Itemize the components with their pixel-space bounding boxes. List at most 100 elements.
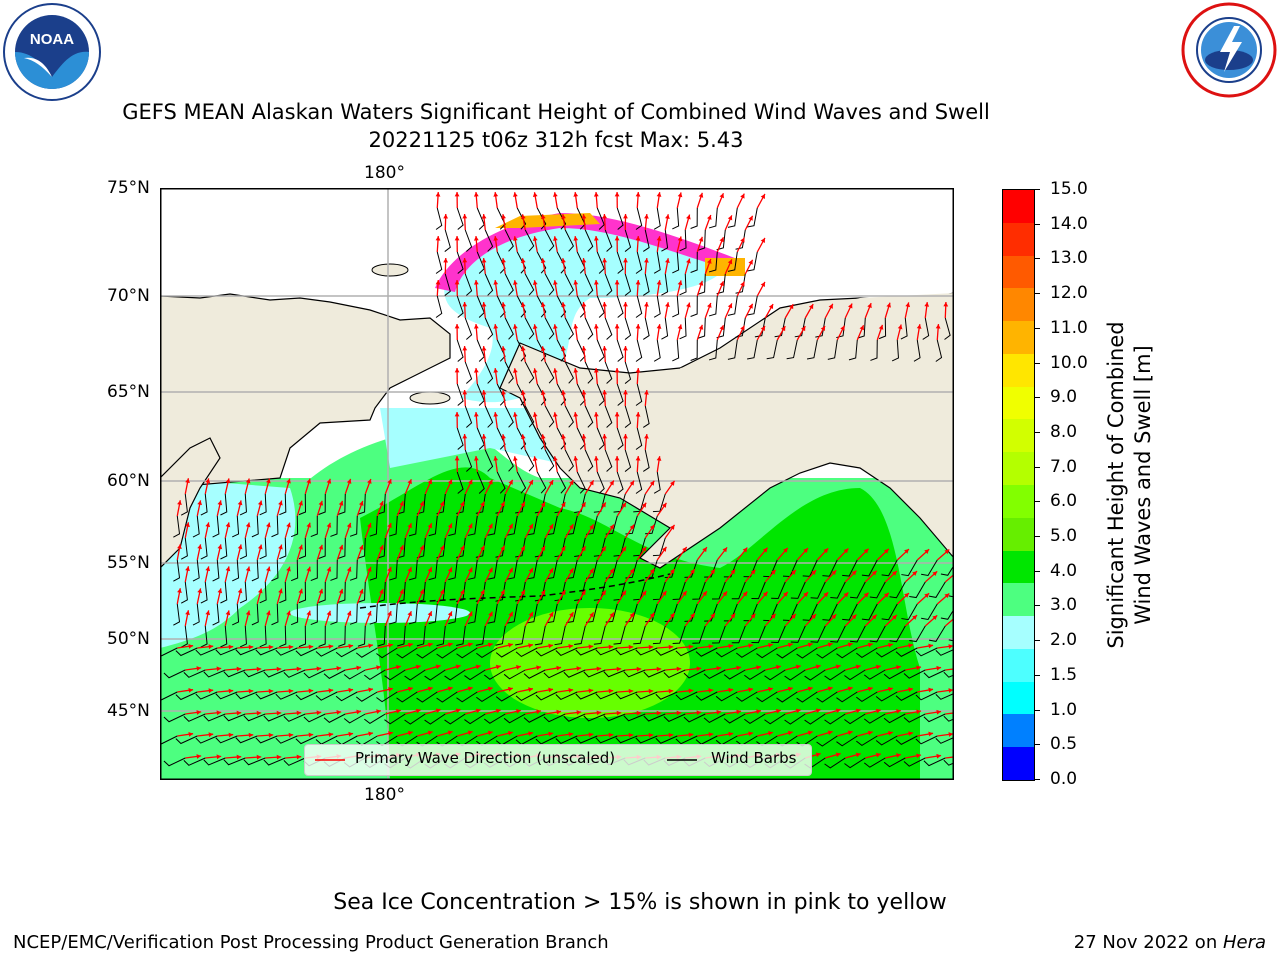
wind-barb [504,229,514,252]
wind-barb [212,515,220,538]
wave-direction-arrowhead [513,456,518,461]
wave-direction-arrowhead [501,302,506,307]
wave-direction-arrowhead [513,192,518,197]
wave-direction-arrowhead [427,611,433,617]
wind-barb [883,713,906,724]
wind-barb [516,295,527,318]
wind-barb [310,559,318,582]
wave-direction-arrowhead [407,479,412,485]
wave-direction-arrowhead [560,502,566,508]
wave-direction-arrowhead [883,548,889,554]
wind-barb [645,515,658,535]
wave-direction-arrowhead [916,324,922,329]
lat-label-45n: 45°N [107,701,150,721]
wind-barb [200,625,208,648]
wave-direction-arrowhead [768,731,773,736]
wind-barb [436,691,458,703]
wave-direction-arrowhead [197,500,203,506]
wave-direction-arrowhead [623,390,628,395]
wave-direction-arrowhead [690,613,695,619]
wave-direction-arrowhead [863,592,869,598]
wave-direction-arrowhead [614,324,620,329]
land-wrangel-island [371,263,409,277]
wind-barb [881,603,898,621]
wave-direction-arrowhead [936,665,942,671]
wave-direction-arrowhead [661,502,667,508]
colorbar-tick-mark [1034,431,1040,433]
wave-direction-arrowhead [875,664,881,670]
wave-direction-arrowhead [916,753,921,759]
wind-barb [243,669,266,678]
wind-barb [323,713,346,723]
wave-direction-arrowhead [581,434,587,439]
wave-direction-arrowhead [487,686,493,692]
wind-barb [544,229,555,252]
wave-direction-arrowhead [589,568,594,574]
wind-barb [330,603,338,625]
wave-direction-arrowhead [306,566,312,572]
wind-barb [566,603,578,624]
wave-direction-arrowhead [336,666,342,671]
wave-direction-arrowhead [588,688,594,694]
wave-direction-arrowhead [924,302,930,307]
wave-direction-arrowhead [736,709,742,715]
wave-direction-arrowhead [278,588,283,594]
wave-direction-arrowhead [256,666,262,672]
wind-barb [563,713,586,722]
wind-barb [338,581,346,603]
wind-barb [921,603,938,621]
wave-direction-arrowhead [439,545,445,551]
lon-label-bottom: 180° [364,785,405,805]
wind-barb [595,691,618,700]
wave-direction-arrowhead [553,236,558,241]
wind-barb [357,537,366,559]
wind-barb [635,295,643,318]
wave-direction-arrowhead [596,710,602,716]
wind-barb [672,625,686,644]
wave-direction-arrowhead [593,412,599,417]
wave-direction-arrowhead [468,567,473,573]
wave-direction-arrowhead [387,479,392,485]
wind-barb [424,713,446,725]
wave-direction-arrowhead [225,566,231,572]
wave-direction-arrowhead [573,456,579,461]
wave-direction-arrowhead [608,732,614,738]
wind-barb [900,317,908,340]
wind-barb [923,669,946,679]
wave-direction-arrowhead [528,643,533,648]
wind-barb [653,207,661,230]
wind-barb [495,493,506,514]
wind-barb [653,471,661,494]
wave-direction-arrowhead [346,610,352,616]
wind-barb [259,537,267,560]
wave-direction-arrowhead [480,501,485,507]
wave-direction-arrowhead [740,325,745,331]
wave-direction-arrowhead [256,710,262,716]
wave-direction-arrowhead [568,688,574,693]
wave-direction-arrowhead [435,280,441,285]
wave-direction-arrowhead [553,324,558,329]
wave-direction-arrowhead [628,644,634,650]
wave-direction-arrowhead [217,544,223,550]
wave-direction-arrowhead [656,192,662,197]
wind-barb [524,449,535,472]
wind-barb [507,515,518,536]
wind-barb [743,603,758,622]
wind-barb [643,449,650,472]
wind-barb [895,647,918,657]
wind-barb [624,317,632,340]
wind-barb [624,405,632,428]
wave-direction-arrowhead [528,611,533,617]
wind-barb [255,647,278,656]
wind-barb [921,559,938,577]
wind-barb [556,251,567,274]
wind-barb [790,581,806,599]
wave-direction-arrowhead [629,568,635,574]
wave-direction-arrowhead [185,610,190,616]
wind-barb [343,713,366,724]
wind-barb [195,735,218,744]
wave-direction-arrowhead [328,644,334,649]
wave-direction-arrowhead [815,752,821,758]
wave-direction-arrowhead [528,567,533,573]
wind-barb [534,581,546,602]
